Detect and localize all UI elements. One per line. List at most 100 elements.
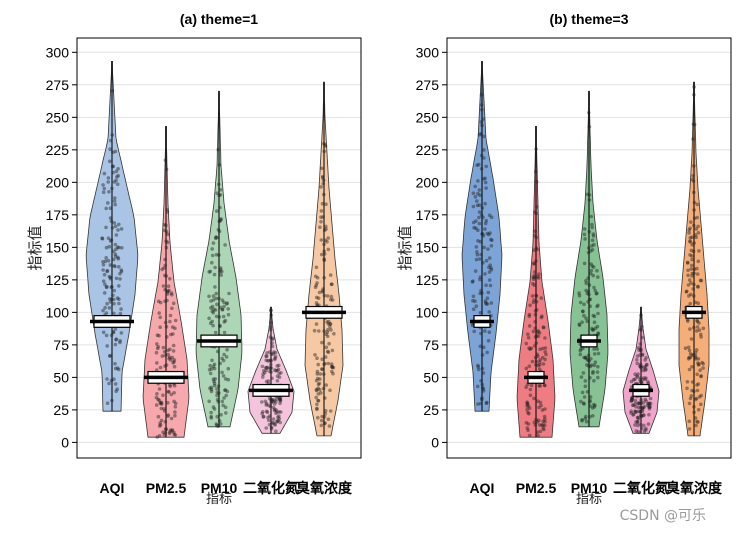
data-point — [692, 223, 696, 228]
data-point — [688, 240, 693, 244]
data-point — [527, 433, 532, 438]
data-point — [590, 225, 594, 230]
data-point — [471, 294, 476, 299]
data-point — [221, 358, 226, 363]
data-point — [270, 341, 274, 345]
data-point — [165, 289, 170, 294]
data-point — [275, 368, 280, 373]
data-point — [117, 284, 121, 288]
data-point — [316, 382, 321, 387]
data-point — [273, 423, 278, 427]
x-axis-title: 指标 — [576, 491, 602, 506]
bean-0 — [461, 61, 503, 412]
data-point — [589, 357, 593, 361]
data-point — [536, 334, 541, 339]
data-point — [533, 319, 537, 324]
data-point — [588, 400, 592, 404]
data-point — [329, 362, 334, 366]
data-point — [316, 398, 320, 403]
y-tick-label: 200 — [416, 174, 440, 190]
x-category-label: PM2.5 — [516, 480, 557, 496]
data-point — [590, 326, 594, 331]
data-point — [101, 279, 106, 284]
data-point — [110, 186, 114, 191]
data-point — [535, 247, 539, 252]
data-point — [116, 167, 120, 171]
data-point — [638, 327, 642, 332]
data-point — [224, 355, 229, 359]
data-point — [692, 282, 696, 287]
data-point — [695, 319, 700, 324]
data-point — [533, 312, 538, 317]
data-point — [643, 397, 647, 402]
data-point — [629, 409, 633, 414]
data-point — [481, 233, 486, 238]
data-point — [482, 245, 487, 250]
data-point — [264, 366, 268, 370]
data-point — [478, 277, 482, 282]
data-point — [156, 344, 160, 349]
x-axis-title: 指标 — [206, 491, 232, 506]
data-point — [532, 275, 537, 280]
data-point — [699, 278, 704, 283]
data-point — [634, 429, 639, 433]
data-point — [173, 410, 177, 414]
data-point — [215, 349, 220, 354]
data-point — [118, 277, 122, 281]
data-point — [688, 236, 693, 240]
data-point — [317, 290, 322, 295]
data-point — [473, 195, 478, 199]
data-point — [105, 344, 109, 348]
data-point — [322, 372, 326, 376]
data-point — [107, 274, 112, 279]
data-point — [157, 311, 161, 315]
data-point — [631, 412, 636, 417]
data-point — [224, 302, 229, 306]
data-point — [525, 404, 529, 408]
data-point — [323, 143, 327, 147]
data-point — [272, 422, 277, 426]
data-point — [590, 244, 594, 248]
data-point — [210, 358, 214, 363]
data-point — [582, 313, 586, 318]
data-point — [114, 389, 118, 394]
data-point — [691, 249, 696, 254]
y-tick-label: 100 — [46, 304, 70, 320]
data-point — [633, 410, 638, 414]
data-point — [479, 288, 483, 293]
data-point — [272, 398, 277, 403]
data-point — [215, 235, 219, 240]
data-point — [688, 239, 692, 243]
data-point — [543, 357, 547, 362]
data-point — [586, 276, 590, 280]
data-point — [329, 282, 334, 287]
data-point — [685, 386, 689, 391]
data-point — [687, 401, 692, 406]
data-point — [696, 284, 700, 289]
data-point — [314, 388, 319, 393]
data-point — [101, 330, 106, 335]
data-point — [699, 374, 703, 379]
data-point — [109, 238, 114, 242]
data-point — [112, 221, 117, 225]
data-point — [695, 215, 699, 220]
data-point — [319, 423, 324, 428]
data-point — [646, 401, 650, 406]
data-point — [215, 302, 219, 307]
data-point — [270, 399, 274, 404]
x-category-label: PM10 — [571, 480, 608, 496]
data-point — [691, 122, 696, 126]
y-tick-label: 0 — [431, 434, 439, 450]
data-point — [532, 261, 536, 266]
data-point — [647, 401, 652, 406]
data-point — [531, 275, 536, 280]
data-point — [479, 213, 484, 217]
data-point — [696, 259, 701, 264]
data-point — [172, 430, 176, 435]
data-point — [586, 289, 591, 294]
data-point — [701, 326, 706, 331]
data-point — [527, 314, 532, 319]
data-point — [533, 229, 537, 233]
data-point — [688, 327, 692, 331]
data-point — [163, 320, 168, 325]
